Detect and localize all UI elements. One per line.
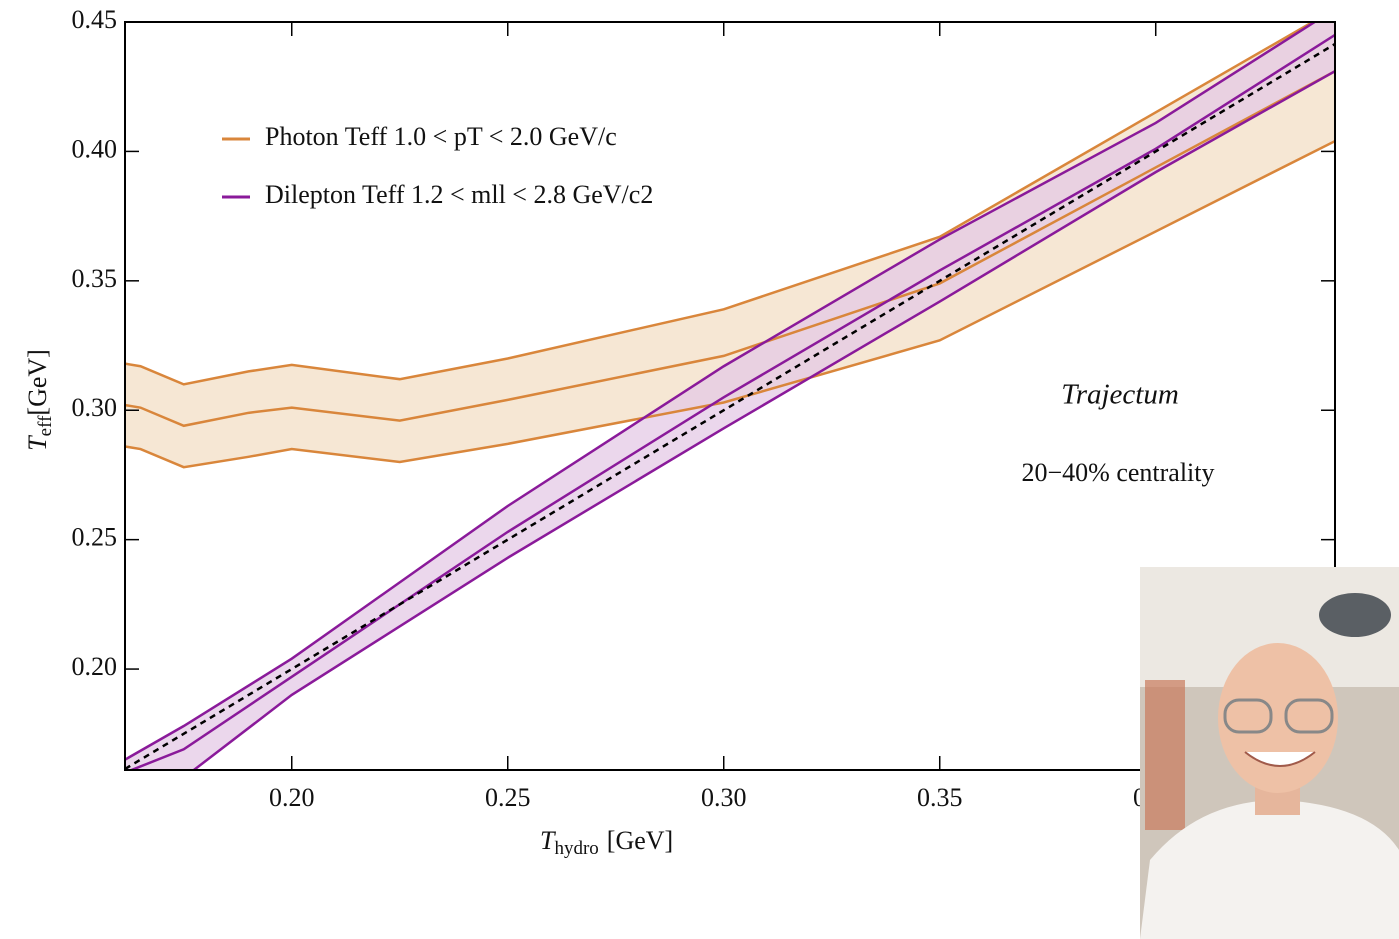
photo-glasses — [1284, 698, 1334, 734]
y-label-symbol: T — [23, 435, 52, 451]
photo-smile — [1244, 751, 1316, 767]
y-tick-label: 0.35 — [72, 264, 118, 293]
band-line — [125, 22, 1316, 386]
speaker-photo — [1140, 567, 1399, 939]
y-tick-label: 0.20 — [72, 652, 118, 681]
x-tick-label: 0.20 — [269, 783, 315, 812]
x-axis-label: Thydro [GeV] — [540, 826, 673, 859]
photo-shirt — [1140, 800, 1399, 939]
y-axis-label: Teff[GeV] — [23, 349, 56, 451]
band-area — [125, 22, 1335, 770]
reference-line — [125, 42, 1335, 770]
y-label-unit: [GeV] — [23, 349, 52, 415]
x-tick-label: 0.30 — [701, 783, 747, 812]
x-tick-label: 0.35 — [917, 783, 963, 812]
y-tick-label: 0.45 — [72, 5, 118, 34]
y-label-subscript: eff — [35, 415, 56, 436]
y-tick-label: 0.25 — [72, 523, 118, 552]
band-line — [125, 139, 1335, 469]
x-tick-label: 0.25 — [485, 783, 531, 812]
legend-label: Photon Teff 1.0 < pT < 2.0 GeV/c — [265, 122, 617, 151]
annotation: Trajectum — [1061, 379, 1179, 411]
plot-frame — [124, 21, 1336, 771]
photo-head — [1218, 643, 1338, 793]
plot-area — [125, 22, 1335, 770]
band-line — [191, 70, 1335, 770]
x-label-symbol: T — [540, 826, 556, 855]
legend-label: Dilepton Teff 1.2 < mll < 2.8 GeV/c2 — [265, 180, 653, 209]
x-label-subscript: hydro — [554, 838, 598, 859]
band-line — [125, 22, 1317, 761]
photo-glasses — [1223, 698, 1273, 734]
band-line — [128, 33, 1335, 770]
photo-balloons — [1145, 680, 1185, 830]
band-line — [125, 70, 1335, 428]
x-label-unit: [GeV] — [607, 826, 673, 855]
y-tick-label: 0.30 — [72, 393, 118, 422]
annotation: 20−40% centrality — [1022, 458, 1215, 487]
photo-sign — [1319, 593, 1391, 637]
y-tick-label: 0.40 — [72, 134, 118, 163]
